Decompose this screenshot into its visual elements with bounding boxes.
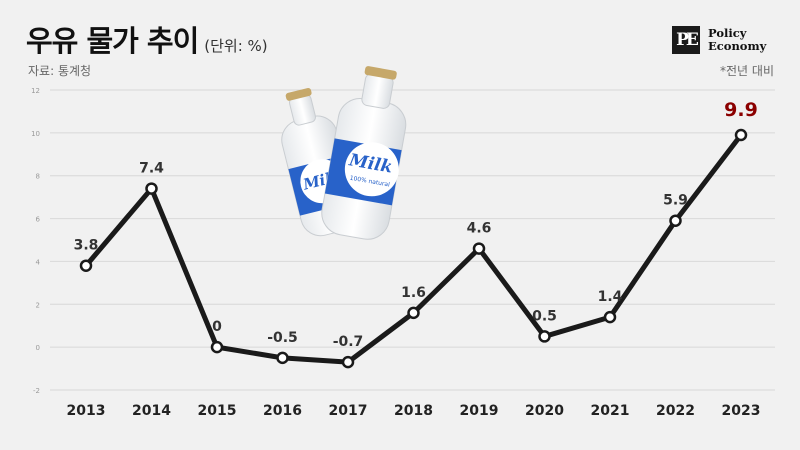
- data-point: [734, 128, 748, 142]
- logo-mark: PE: [672, 26, 700, 54]
- x-tick-label: 2016: [263, 403, 302, 419]
- data-label: 7.4: [139, 161, 164, 177]
- y-tick-label: 8: [36, 173, 40, 181]
- x-tick-label: 2019: [460, 403, 499, 419]
- data-point: [603, 310, 617, 324]
- data-label: -0.7: [333, 334, 364, 350]
- data-point: [276, 351, 289, 365]
- data-label: 5.9: [663, 193, 688, 209]
- data-point: [538, 330, 551, 343]
- data-point: [669, 214, 682, 227]
- chart-title: 우유 물가 추이: [26, 24, 199, 58]
- y-tick-labels: 12 10 8 6 4 2 0 -2: [31, 87, 40, 395]
- x-tick-label: 2023: [722, 403, 761, 419]
- note-label: *전년 대비: [720, 64, 774, 78]
- data-label: 9.9: [724, 99, 758, 121]
- data-label: 1.6: [401, 285, 426, 301]
- data-points: [79, 128, 748, 369]
- x-tick-labels: 2013 2014 2015 2016 2017 2018 2019 2020 2021 2022…: [67, 403, 761, 419]
- y-tick-label: 6: [36, 216, 41, 224]
- y-tick-label: 0: [36, 344, 40, 352]
- logo-line-1: Policy: [708, 26, 747, 40]
- data-label: 1.4: [598, 289, 623, 305]
- title-block: 우유 물가 추이 (단위: %): [26, 18, 268, 60]
- data-point: [210, 340, 224, 354]
- unit-label: (단위: %): [204, 37, 268, 55]
- x-tick-label: 2021: [591, 403, 630, 419]
- y-tick-label: 10: [31, 130, 40, 138]
- data-point: [472, 242, 486, 255]
- data-label: 3.8: [74, 238, 99, 254]
- x-tick-label: 2020: [525, 403, 564, 419]
- policy-economy-logo: PE Policy Economy: [672, 26, 766, 54]
- data-point: [79, 259, 93, 272]
- x-tick-label: 2022: [656, 403, 695, 419]
- data-labels: 3.8 7.4 0 -0.5 -0.7 1.6 4.6 0.5 1.4 5.9 9.9: [74, 99, 758, 350]
- y-tick-label: 12: [31, 87, 40, 95]
- x-tick-label: 2013: [67, 403, 106, 419]
- series-polyline: [83, 132, 744, 365]
- data-label: -0.5: [267, 330, 298, 346]
- data-point: [341, 355, 355, 369]
- data-label: 0: [212, 319, 222, 335]
- x-tick-label: 2017: [329, 403, 368, 419]
- series-line: [83, 132, 744, 365]
- x-tick-label: 2018: [394, 403, 433, 419]
- milk-bottles-image: Milk Milk 100% natural: [281, 66, 407, 240]
- y-tick-label: -2: [33, 387, 40, 395]
- x-tick-label: 2015: [198, 403, 237, 419]
- logo-text: Policy Economy: [708, 27, 766, 53]
- y-tick-label: 4: [36, 258, 41, 266]
- grid-lines: [50, 89, 775, 391]
- data-point: [145, 182, 158, 195]
- y-tick-label: 2: [36, 301, 40, 309]
- data-label: 0.5: [532, 308, 557, 324]
- x-tick-label: 2014: [132, 403, 171, 419]
- data-point: [407, 306, 420, 320]
- data-label: 4.6: [467, 221, 492, 237]
- logo-line-2: Economy: [708, 39, 767, 53]
- source-label: 자료: 통계청: [28, 64, 92, 78]
